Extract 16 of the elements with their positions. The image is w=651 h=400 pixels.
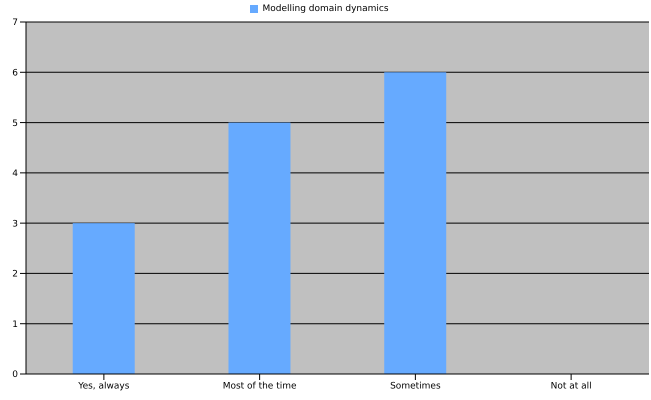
y-tick-label: 5 xyxy=(12,118,18,129)
y-tick-label: 0 xyxy=(12,370,18,380)
x-tick-label: Not at all xyxy=(550,381,592,392)
bar xyxy=(228,122,290,374)
x-tick-label: Most of the time xyxy=(222,381,298,392)
y-tick-label: 4 xyxy=(12,169,18,180)
y-tick-label: 7 xyxy=(12,18,18,28)
legend-label: Modelling domain dynamics xyxy=(262,4,389,14)
bar xyxy=(384,72,446,374)
y-tick-label: 3 xyxy=(12,219,18,230)
bar xyxy=(72,223,135,374)
y-tick-label: 2 xyxy=(12,270,18,280)
x-tick-label: Sometimes xyxy=(390,381,441,392)
x-tick-label: Yes, always xyxy=(77,381,130,392)
y-tick-label: 1 xyxy=(12,320,18,330)
y-tick-label: 6 xyxy=(12,68,18,78)
